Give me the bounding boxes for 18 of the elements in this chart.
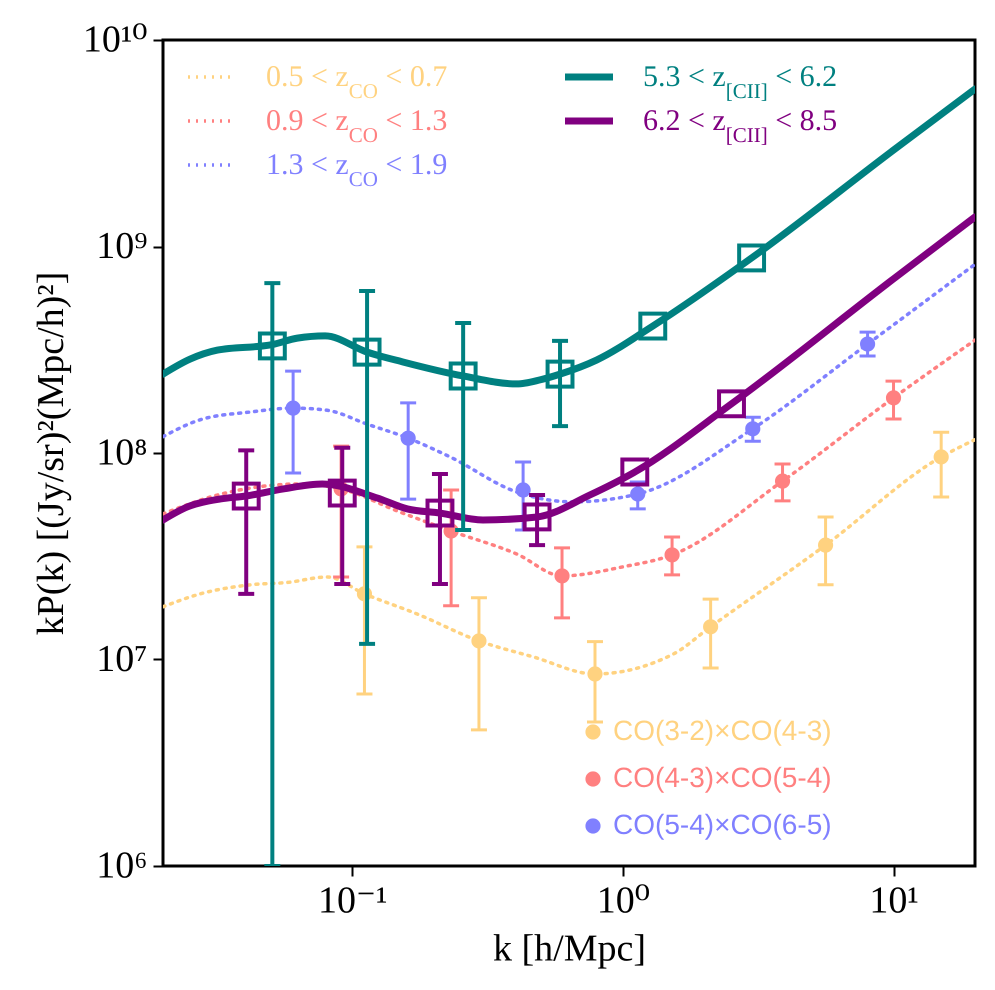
legend-label: 5.3 < z$_{[CII]}$ < 6.2 — [643, 60, 838, 103]
y-tick-label: 10⁷ — [96, 638, 148, 680]
y-tick-label: 10⁶ — [96, 844, 148, 886]
legend-label: CO(3-2)×CO(4-3) — [613, 715, 832, 746]
x-axis-title: k [h/Mpc] — [492, 928, 646, 970]
legend-label: 1.3 < z$_{CO}$ < 1.9 — [266, 148, 448, 191]
legend-label: 0.9 < z$_{CO}$ < 1.3 — [266, 104, 448, 147]
legend-label: 0.5 < z$_{CO}$ < 0.7 — [266, 60, 448, 103]
legend-label: CO(4-3)×CO(5-4) — [613, 762, 832, 793]
x-tick-label: 10⁰ — [596, 880, 650, 922]
legend-label: CO(5-4)×CO(6-5) — [613, 809, 832, 840]
y-tick-label: 10⁸ — [96, 432, 148, 474]
x-tick-label: 10¹ — [869, 880, 919, 922]
y-axis-title: kP(k) [(Jy/sr)²(Mpc/h)²] — [30, 272, 72, 636]
y-tick-label: 10⁹ — [96, 225, 148, 267]
y-tick-label: 10¹⁰ — [82, 18, 148, 60]
legend-label: 6.2 < z$_{[CII]}$ < 8.5 — [643, 104, 838, 147]
x-tick-label: 10⁻¹ — [318, 880, 388, 922]
